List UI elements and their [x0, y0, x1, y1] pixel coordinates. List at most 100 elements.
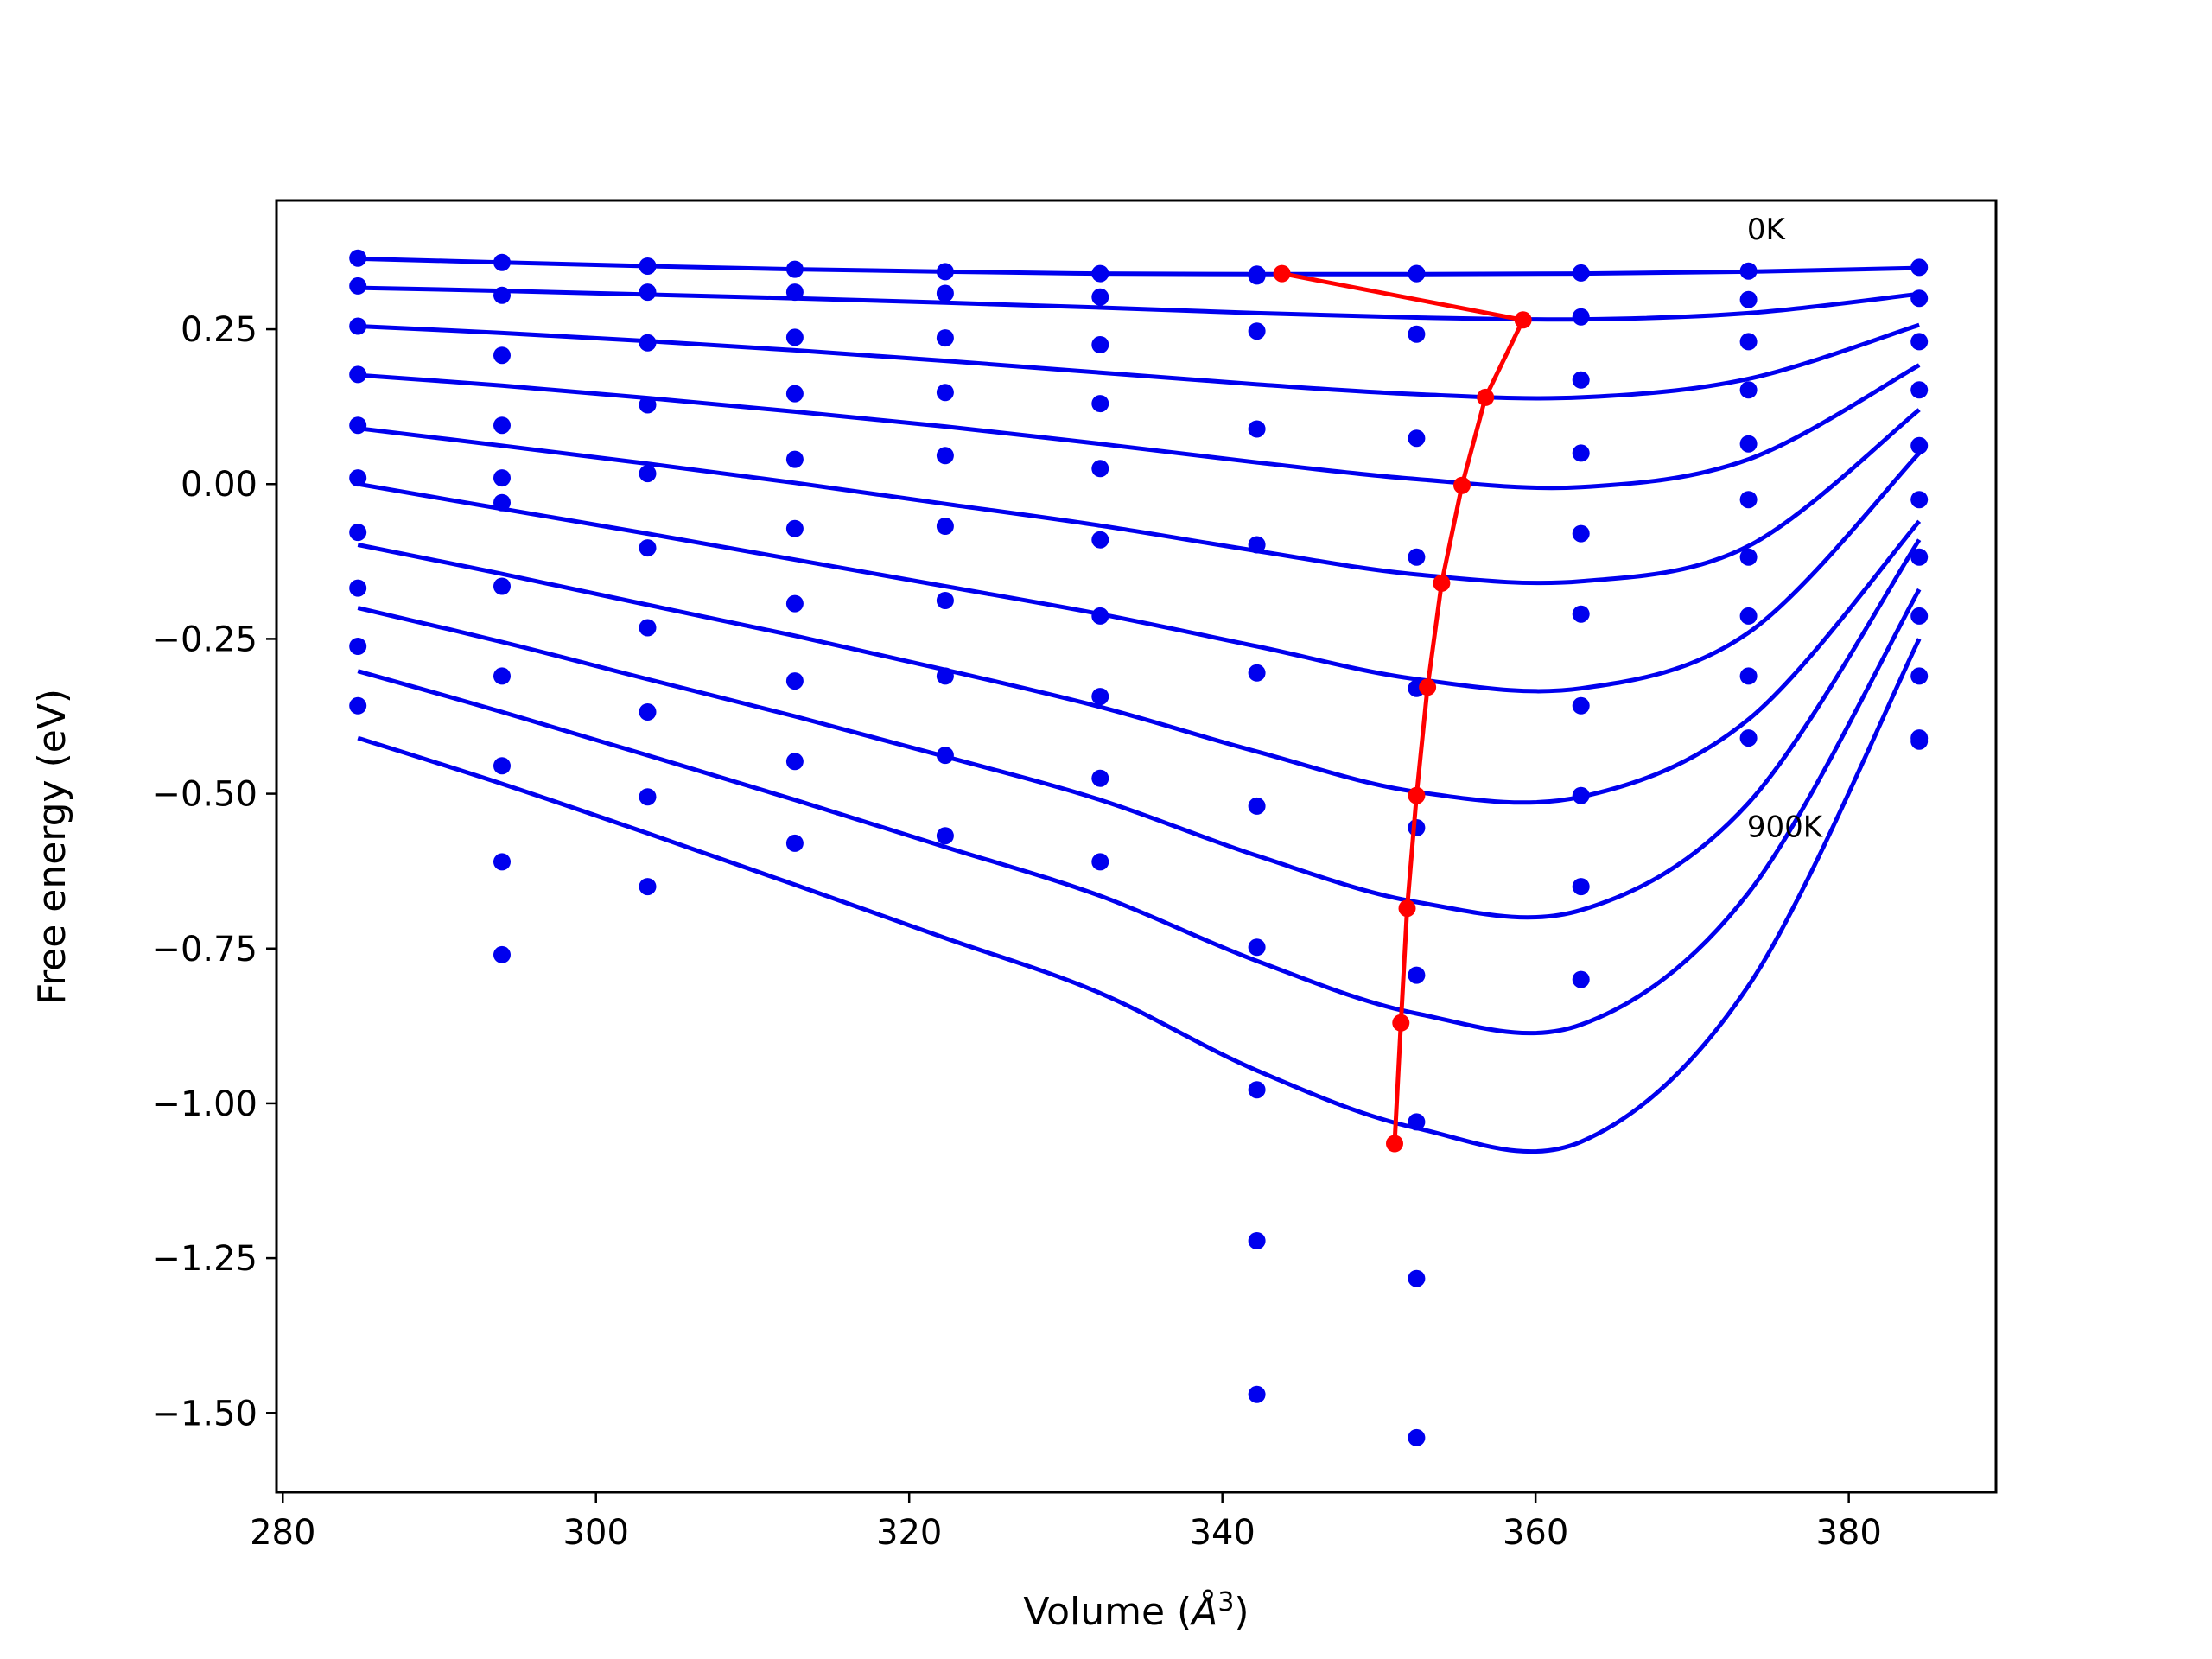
data-point	[1739, 491, 1758, 509]
data-point	[349, 365, 367, 384]
data-point	[936, 667, 954, 685]
minima-trace	[1273, 264, 1532, 1153]
data-point	[349, 638, 367, 655]
data-point	[1572, 696, 1590, 715]
data-point	[493, 493, 511, 512]
fit-curve-4	[357, 408, 1921, 586]
data-point	[493, 757, 511, 775]
data-point	[936, 592, 954, 609]
data-point	[1910, 732, 1929, 750]
y-tick-label: −0.50	[151, 775, 257, 815]
data-point	[785, 385, 804, 403]
data-point	[1408, 1113, 1426, 1131]
minimum-point	[1392, 1014, 1410, 1032]
fit-curve-7	[357, 538, 1922, 920]
data-point	[1248, 1232, 1266, 1249]
data-point	[1091, 769, 1109, 787]
data-point	[1248, 322, 1266, 340]
data-point	[493, 253, 511, 271]
x-tick-label: 340	[1190, 1513, 1255, 1553]
y-tick-label: −0.25	[151, 620, 257, 659]
data-point	[785, 260, 804, 278]
data-point	[639, 539, 657, 557]
data-point	[493, 416, 511, 435]
x-axis-ticks: 280 300 320 340 360 380	[250, 1492, 1882, 1553]
data-point	[1091, 395, 1109, 413]
data-point	[1572, 264, 1590, 282]
data-point	[785, 834, 804, 852]
y-tick-label: −1.50	[151, 1394, 257, 1433]
annotation-label: 900K	[1747, 810, 1824, 845]
data-point	[639, 619, 657, 637]
data-point	[1739, 607, 1758, 625]
fit-curve-3	[358, 363, 1921, 491]
x-tick-label: 360	[1503, 1513, 1568, 1553]
minimum-point	[1408, 786, 1426, 804]
data-point	[785, 328, 804, 346]
data-point	[1910, 607, 1929, 625]
fit-curve-2	[358, 322, 1920, 401]
data-point	[639, 703, 657, 721]
y-tick-label: 0.25	[181, 310, 257, 350]
data-point	[1091, 460, 1109, 478]
fit-curves	[357, 256, 1922, 1154]
fit-curve-9	[357, 638, 1922, 1154]
data-point	[1248, 664, 1266, 682]
data-point	[1248, 938, 1266, 957]
y-axis-label: Free energy (eV)	[30, 689, 74, 1005]
data-point	[1248, 536, 1266, 554]
data-point	[1739, 290, 1758, 308]
data-point	[785, 753, 804, 771]
x-axis-label: Volume (Å3)	[1023, 1587, 1249, 1634]
data-point	[1408, 429, 1426, 448]
data-point	[1910, 436, 1929, 454]
data-point	[1739, 435, 1758, 453]
data-point	[936, 518, 954, 535]
minimum-point	[1386, 1135, 1403, 1153]
data-point	[493, 577, 511, 595]
data-point	[349, 276, 367, 295]
data-point	[936, 384, 954, 402]
data-point	[936, 827, 954, 845]
data-point	[1091, 336, 1109, 353]
data-point	[639, 334, 657, 352]
data-point	[1739, 729, 1758, 747]
data-point	[1408, 264, 1426, 283]
fit-curve-6	[357, 519, 1922, 805]
data-point	[639, 257, 657, 275]
data-point	[639, 283, 657, 302]
data-point	[349, 696, 367, 715]
y-tick-label: −1.00	[151, 1084, 257, 1124]
fit-curve-5	[357, 451, 1922, 694]
data-point	[1248, 267, 1266, 285]
data-point	[639, 878, 657, 896]
data-point	[493, 286, 511, 304]
data-point	[1572, 524, 1590, 543]
data-point	[493, 469, 511, 487]
data-point	[1091, 688, 1109, 706]
data-point	[785, 519, 804, 537]
data-point	[1091, 853, 1109, 871]
data-point	[1572, 308, 1590, 326]
minimum-point	[1398, 899, 1416, 918]
data-point	[785, 283, 804, 302]
data-point	[493, 853, 511, 871]
data-point	[1572, 444, 1590, 462]
data-point	[639, 788, 657, 806]
data-point	[1910, 289, 1929, 308]
plot-frame	[275, 199, 1998, 1494]
data-point	[349, 317, 367, 335]
data-point	[1572, 786, 1590, 804]
data-point	[1248, 1385, 1266, 1403]
data-point	[1739, 548, 1758, 566]
data-point	[1572, 605, 1590, 623]
fit-curve-8	[357, 588, 1922, 1036]
minimum-point	[1514, 311, 1532, 329]
data-point	[936, 263, 954, 281]
y-axis-ticks: 0.25 0.00 −0.25 −0.50 −0.75 −1.00 −1.25 −1.50	[151, 310, 276, 1433]
data-point	[1248, 797, 1266, 815]
data-point	[1408, 1269, 1426, 1287]
x-tick-label: 320	[876, 1513, 942, 1553]
data-point	[1739, 381, 1758, 399]
data-point	[1408, 819, 1426, 836]
